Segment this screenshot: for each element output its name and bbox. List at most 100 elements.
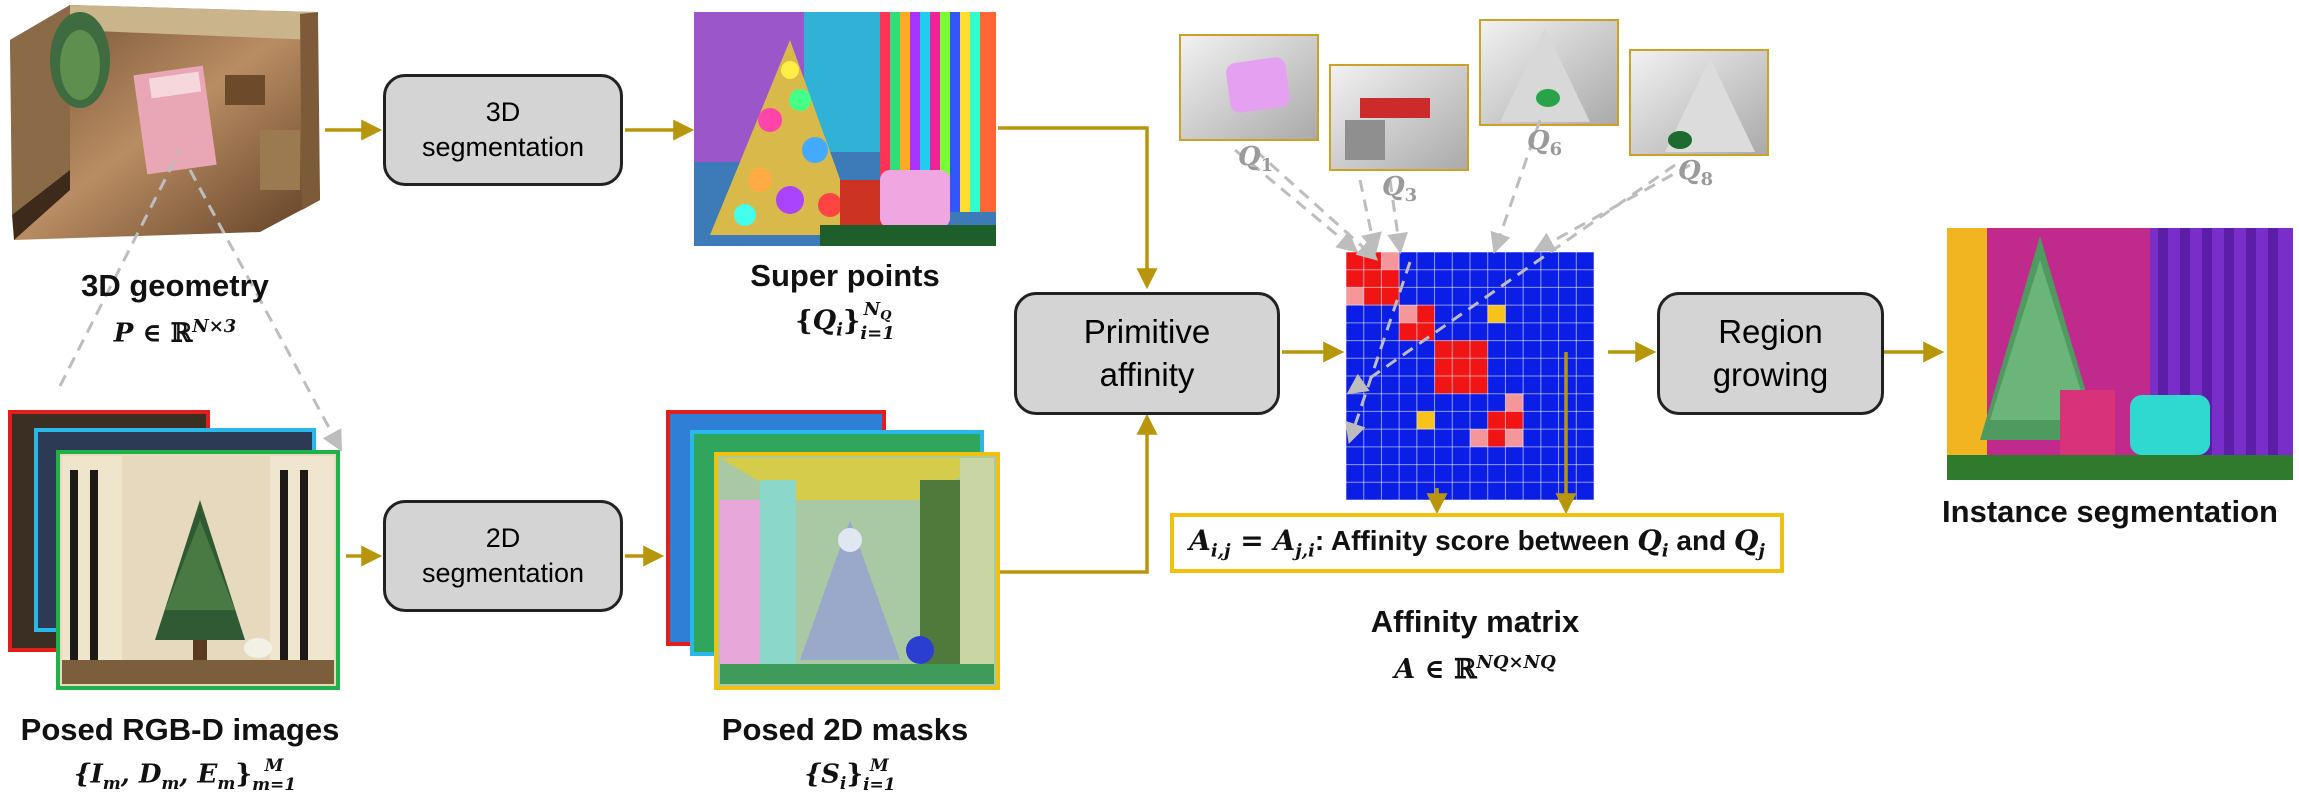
matrix-cell	[1363, 269, 1382, 288]
matrix-cell	[1487, 429, 1506, 447]
math-symbol: 8	[1700, 169, 1714, 191]
matrix-cell	[1346, 287, 1364, 306]
math-symbol: A	[1189, 524, 1211, 558]
region-growing-box: Region growing	[1657, 292, 1884, 415]
math-symbol: }	[846, 759, 864, 790]
matrix-cell	[1487, 411, 1506, 430]
primitive-affinity-box: Primitive affinity	[1014, 292, 1280, 415]
math-symbol: j,i	[1295, 540, 1315, 562]
math-symbol: i	[1661, 540, 1669, 562]
math-symbol: Q	[1527, 126, 1550, 156]
math-symbol: }	[235, 759, 253, 790]
matrix-cell	[1346, 269, 1364, 288]
math-symbol: A	[1273, 524, 1296, 558]
box-line: affinity	[1099, 355, 1195, 393]
matrix-cell	[1363, 252, 1382, 270]
matrix-cell	[1470, 340, 1488, 359]
math-symbol: i	[839, 773, 847, 794]
superpoints-label: Super points	[750, 258, 940, 293]
math-symbol: i=1	[863, 774, 896, 795]
query-image-q3	[1329, 64, 1469, 171]
math-symbol: {I	[73, 759, 103, 790]
query-image-q6	[1479, 19, 1619, 126]
math-symbol: i,j	[1210, 540, 1231, 562]
query-label-q8: Q8	[1678, 156, 1713, 190]
flow-arrows	[325, 119, 1945, 574]
math-symbol: Q	[1238, 142, 1261, 172]
math-symbol: P	[113, 318, 134, 349]
masks-label: Posed 2D masks	[721, 712, 969, 747]
math-symbol: Q	[812, 305, 837, 337]
math-symbol: i=1	[860, 322, 895, 344]
math-symbol: Q	[1637, 524, 1662, 558]
math-symbol: i	[836, 319, 843, 341]
box-line: Region	[1718, 312, 1823, 350]
box-line: segmentation	[421, 132, 585, 162]
math-symbol: Q	[880, 308, 892, 324]
matrix-cell	[1416, 411, 1435, 430]
matrix-cell	[1399, 305, 1417, 323]
segmentation-2d-box: 2D segmentation	[383, 500, 623, 612]
math-symbol: M	[264, 756, 284, 776]
matrix-cell	[1434, 358, 1453, 376]
masks-image-stack	[666, 410, 1000, 690]
matrix-cell	[1452, 340, 1470, 359]
matrix-cell	[1505, 429, 1524, 447]
matrix-cell	[1452, 376, 1470, 394]
matrix-cell	[1381, 269, 1400, 288]
affinity-score-note: Ai,j = Aj,i: Affinity score between Qi a…	[1170, 513, 1784, 573]
matrix-cell	[1505, 393, 1524, 412]
math-symbol: , D	[120, 759, 162, 790]
box-line: growing	[1712, 355, 1829, 393]
math-symbol: m	[102, 773, 121, 794]
matrix-cell	[1505, 411, 1524, 430]
matrix-cell	[1399, 322, 1417, 341]
matrix-cell	[1452, 358, 1470, 376]
superpoints-formula: {Qi} NQ i=1	[740, 300, 950, 344]
math-symbol: Q	[1382, 172, 1405, 202]
affinity-matrix-label: Affinity matrix	[1370, 604, 1580, 639]
query-label-q1: Q1	[1238, 142, 1273, 176]
math-symbol: =	[1230, 524, 1274, 558]
math-symbol: , E	[179, 759, 218, 790]
math-symbol: 1	[1260, 155, 1274, 177]
math-symbol: m	[217, 773, 236, 794]
math-symbol: M	[869, 756, 889, 776]
math-symbol: m	[161, 773, 180, 794]
matrix-cell	[1434, 340, 1453, 359]
instance-segmentation-image	[1947, 228, 2293, 480]
math-symbol: Q	[1733, 524, 1759, 558]
math-symbol: N×3	[192, 316, 237, 337]
geometry-formula: P ∈ ℝN×3	[40, 316, 310, 349]
room-geometry-image	[10, 5, 320, 240]
box-line: 2D	[485, 522, 521, 553]
note-text: and	[1668, 525, 1734, 557]
matrix-cell	[1363, 287, 1382, 306]
matrix-cell	[1470, 376, 1488, 394]
math-symbol: {S	[804, 759, 840, 790]
math-symbol: }	[842, 305, 861, 337]
instance-label: Instance segmentation	[1942, 494, 2278, 529]
math-symbol: {	[795, 305, 813, 337]
query-label-q3: Q3	[1382, 172, 1417, 206]
query-image-q1	[1179, 34, 1319, 141]
box-line: Primitive	[1083, 312, 1211, 350]
query-image-q8	[1629, 49, 1769, 156]
matrix-cell	[1470, 429, 1488, 447]
segmentation-3d-box: 3D segmentation	[383, 74, 623, 186]
math-symbol: ∈ ℝ	[1415, 654, 1477, 685]
affinity-matrix	[1345, 251, 1595, 501]
box-line: 3D	[485, 96, 521, 127]
math-symbol: Q	[1678, 156, 1701, 186]
math-symbol: 6	[1549, 139, 1563, 161]
math-symbol: m=1	[252, 774, 297, 795]
matrix-cell	[1346, 252, 1364, 270]
matrix-cell	[1434, 376, 1453, 394]
math-symbol: 3	[1404, 185, 1418, 207]
box-line: segmentation	[421, 558, 585, 588]
geometry-label: 3D geometry	[81, 268, 269, 303]
